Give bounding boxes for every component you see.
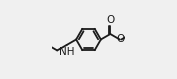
Text: O: O (116, 35, 125, 44)
Text: NH: NH (59, 47, 75, 57)
Text: O: O (106, 15, 115, 25)
